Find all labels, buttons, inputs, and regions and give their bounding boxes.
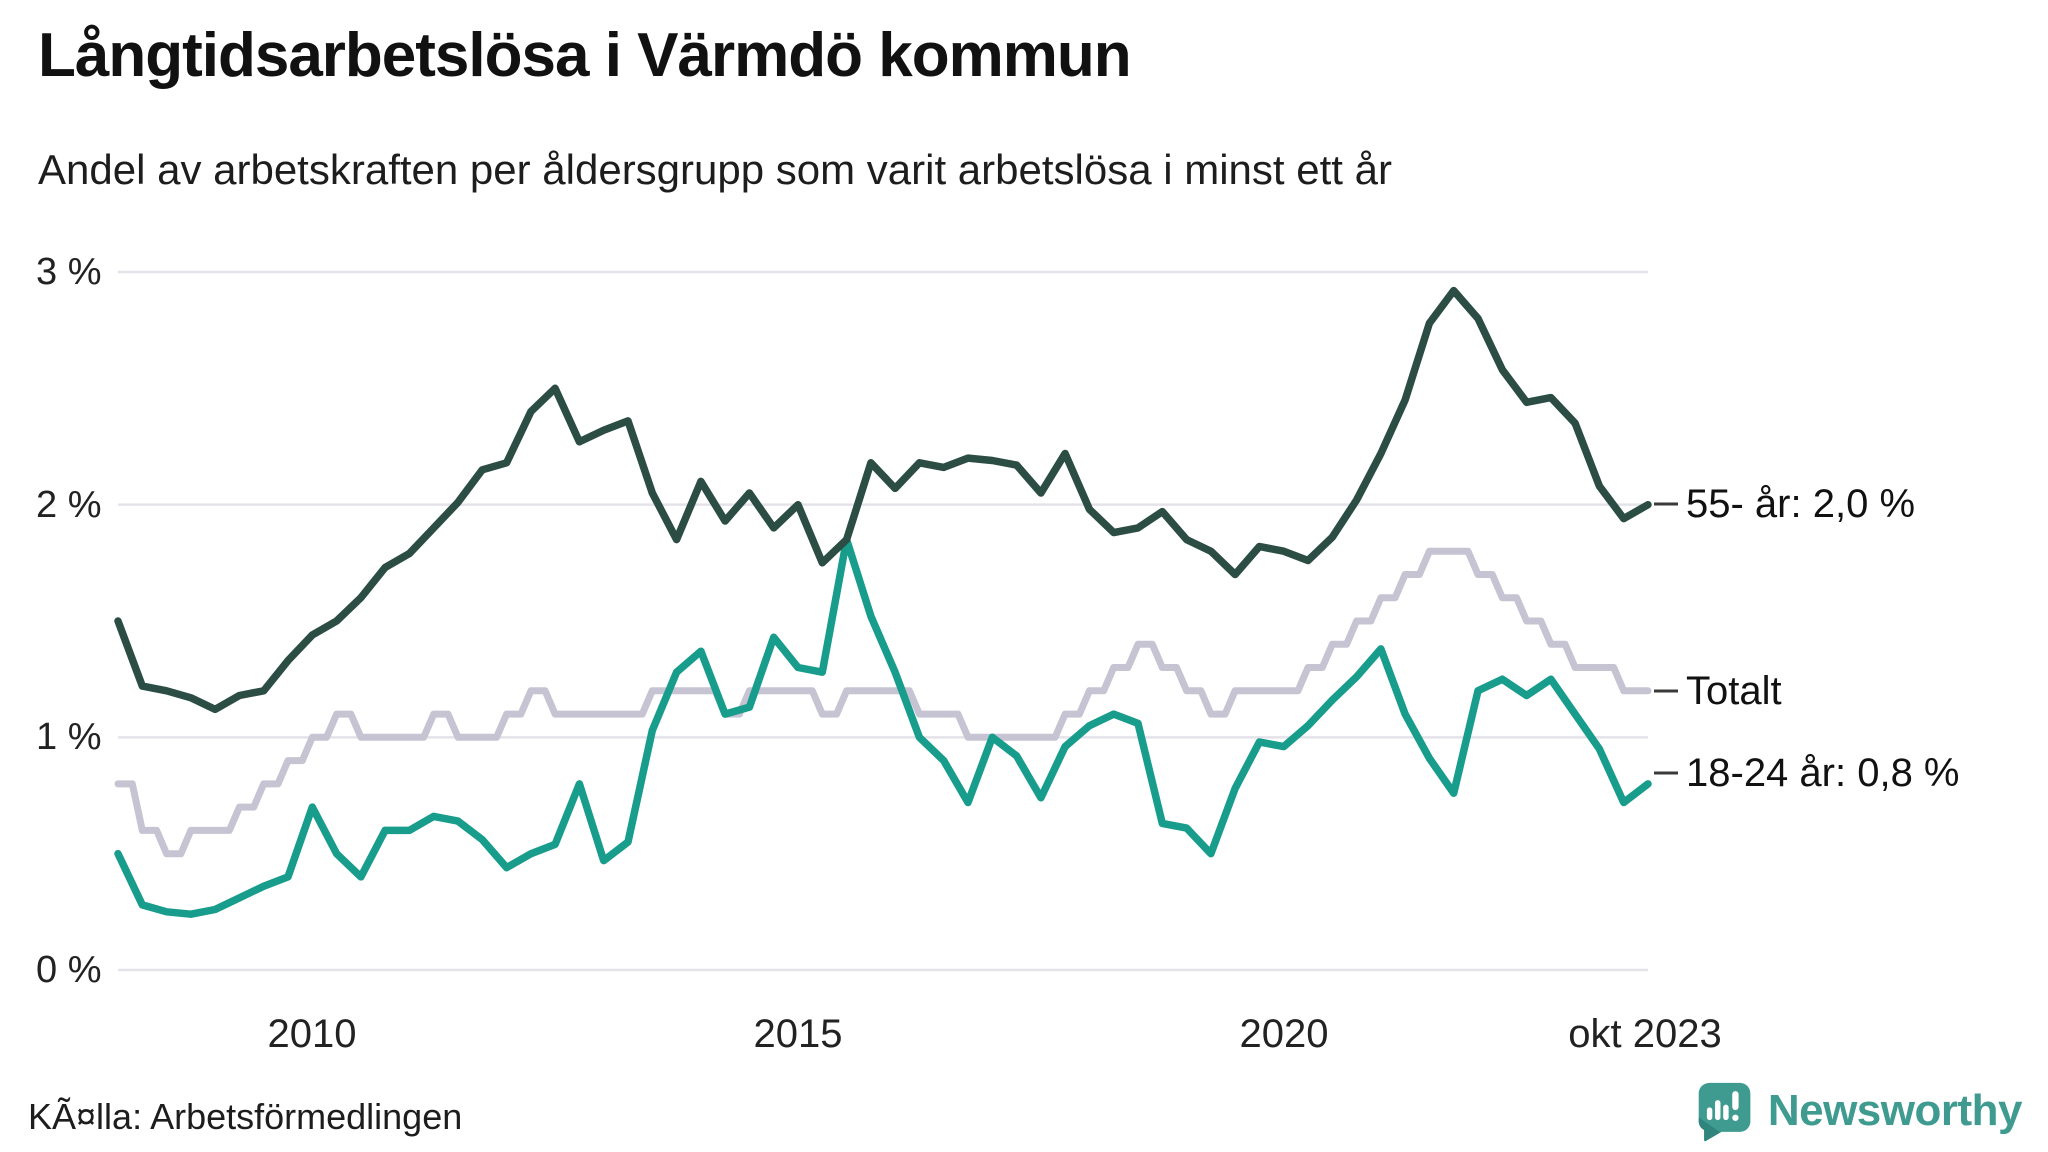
newsworthy-logo: Newsworthy [1696, 1080, 2023, 1142]
y-tick-label-1: 1 % [36, 716, 102, 758]
series-end-label-18-24-ar: 18-24 år: 0,8 % [1686, 751, 1960, 795]
x-tick-label-okt-2023: okt 2023 [1568, 1012, 1722, 1056]
y-tick-label-2: 2 % [36, 484, 102, 526]
newsworthy-bubble-chart-icon [1696, 1080, 1754, 1142]
y-tick-label-0: 0 % [36, 949, 102, 991]
x-tick-label-2020: 2020 [1239, 1012, 1329, 1056]
source-note: KÃ¤lla: Arbetsförmedlingen [28, 1096, 463, 1137]
x-tick-label-2015: 2015 [753, 1012, 843, 1056]
series-end-label-55-ar: 55- år: 2,0 % [1686, 482, 1916, 526]
series-line-55-ar [114, 286, 1652, 714]
series-line-totalt [114, 547, 1652, 858]
newsworthy-wordmark: Newsworthy [1767, 1086, 2023, 1135]
series-line-18-24-ar [114, 535, 1652, 918]
page-subtitle: Andel av arbetskraften per åldersgrupp s… [38, 146, 1392, 193]
x-tick-label-2010: 2010 [267, 1012, 357, 1056]
series-end-label-totalt: Totalt [1686, 669, 1782, 713]
page-title: Långtidsarbetslösa i Värmdö kommun [38, 21, 1132, 90]
y-tick-label-3: 3 % [36, 251, 102, 293]
